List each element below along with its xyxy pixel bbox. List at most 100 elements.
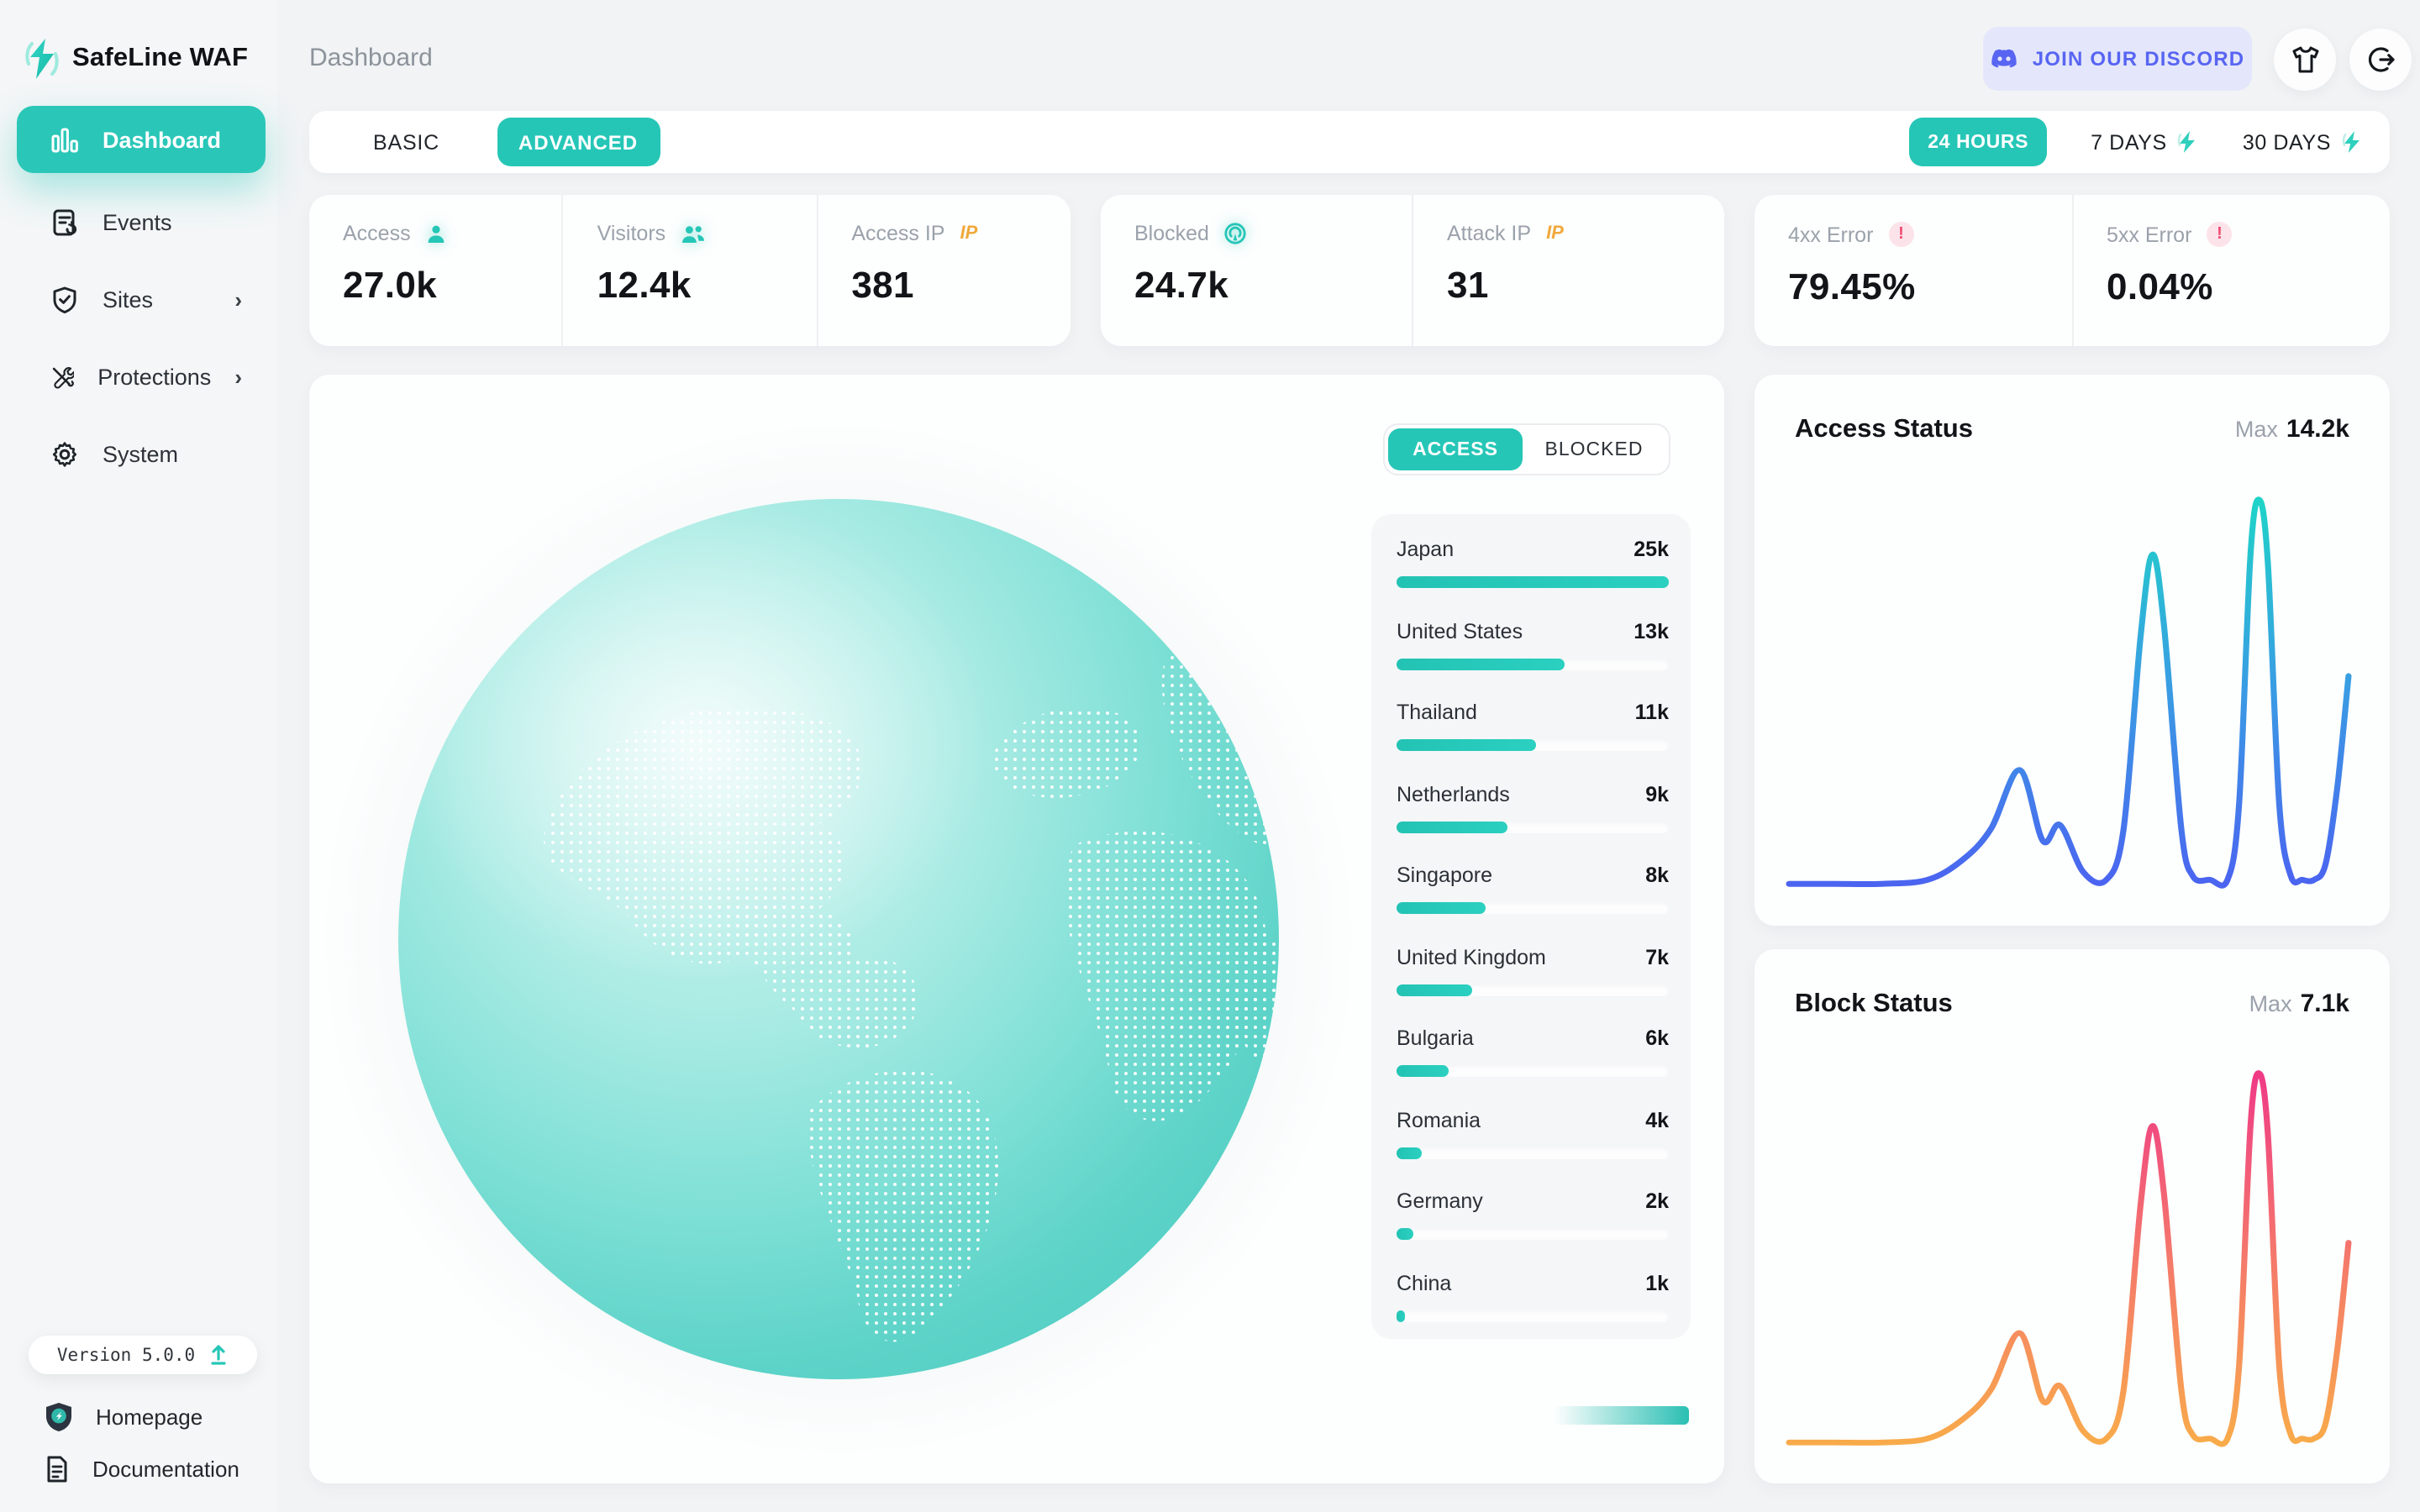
sidebar-link-documentation[interactable]: Documentation <box>44 1446 239 1490</box>
country-bar-track <box>1397 821 1669 832</box>
error-stats-card: 4xx Error ! 79.45% 5xx Error ! 0.04% <box>1754 195 2390 346</box>
country-bar-fill <box>1397 576 1669 588</box>
country-name: Japan <box>1397 538 1455 561</box>
country-bar-track <box>1397 1065 1669 1077</box>
country-bar-track <box>1397 1310 1669 1321</box>
country-name: China <box>1397 1271 1452 1294</box>
country-bar-fill <box>1397 1310 1405 1321</box>
sidebar-item-label: Events <box>103 209 172 234</box>
access-status-card: Access Status Max 14.2k <box>1754 375 2390 926</box>
range-7-days[interactable]: 7 DAYS <box>2091 129 2199 155</box>
block-stats-card: Blocked 24.7k Attack IP IP 31 <box>1101 195 1724 346</box>
globe-view-toggle: ACCESS BLOCKED <box>1383 423 1670 475</box>
country-value: 25k <box>1634 538 1669 561</box>
country-bar-track <box>1397 1228 1669 1240</box>
safeline-bolt-icon <box>25 39 59 79</box>
country-name: United States <box>1397 619 1523 643</box>
stat-attack-ip-value: 31 <box>1447 264 1489 306</box>
stat-access-label: Access <box>343 222 411 245</box>
traffic-stats-card: Access 27.0k Visitors 12.4k Access IP IP… <box>309 195 1071 346</box>
logout-icon <box>2368 47 2395 72</box>
stat-visitors-label: Visitors <box>597 222 666 245</box>
sidebar-item-label: System <box>103 441 179 466</box>
world-traffic-panel: ACCESS BLOCKED Japan 25k United States 13k T… <box>309 375 1724 1483</box>
country-row-bulgaria[interactable]: Bulgaria 6k <box>1397 1026 1669 1077</box>
stat-access-ip: Access IP IP 381 <box>816 195 1071 346</box>
events-log-icon <box>53 208 77 235</box>
toggle-blocked[interactable]: BLOCKED <box>1544 439 1644 459</box>
country-row-germany[interactable]: Germany 2k <box>1397 1189 1669 1240</box>
country-ranking-list: Japan 25k United States 13k Thailand 11k Nethe… <box>1371 514 1691 1339</box>
country-name: Romania <box>1397 1108 1481 1131</box>
sidebar-item-label: Sites <box>103 286 154 312</box>
tab-basic[interactable]: BASIC <box>373 130 440 154</box>
version-pill[interactable]: Version 5.0.0 <box>29 1336 257 1374</box>
stat-4xx-label: 4xx Error <box>1788 223 1874 246</box>
stat-blocked-label: Blocked <box>1134 222 1209 245</box>
range-group: 24 HOURS 7 DAYS 30 DAYS <box>1909 118 2390 166</box>
stat-blocked-value: 24.7k <box>1134 264 1229 306</box>
ip-badge-icon: IP <box>1546 223 1564 244</box>
country-name: Germany <box>1397 1189 1483 1213</box>
country-row-singapore[interactable]: Singapore 8k <box>1397 864 1669 914</box>
country-name: United Kingdom <box>1397 945 1546 969</box>
country-name: Bulgaria <box>1397 1026 1474 1050</box>
homepage-shield-logo-icon <box>46 1402 71 1431</box>
chevron-right-icon: › <box>234 286 242 312</box>
country-row-romania[interactable]: Romania 4k <box>1397 1108 1669 1158</box>
country-row-china[interactable]: China 1k <box>1397 1271 1669 1321</box>
bar-chart-icon <box>51 127 78 152</box>
join-discord-button[interactable]: JOIN OUR DISCORD <box>1983 27 2252 91</box>
breadcrumb: Dashboard <box>309 44 433 72</box>
access-status-max: Max 14.2k <box>2235 415 2349 444</box>
country-value: 2k <box>1645 1189 1669 1213</box>
gear-icon <box>52 441 77 466</box>
tab-advanced[interactable]: ADVANCED <box>497 118 660 166</box>
stat-visitors: Visitors 12.4k <box>561 195 817 346</box>
block-status-card: Block Status Max 7.1k <box>1754 949 2390 1483</box>
country-bar-fill <box>1397 658 1565 669</box>
country-bar-track <box>1397 576 1669 588</box>
brand-title: SafeLine WAF <box>72 44 249 72</box>
sidebar-item-system[interactable]: System <box>17 420 266 487</box>
sidebar-item-dashboard[interactable]: Dashboard <box>17 106 266 173</box>
country-name: Thailand <box>1397 701 1477 724</box>
toggle-access[interactable]: ACCESS <box>1388 428 1523 470</box>
country-row-thailand[interactable]: Thailand 11k <box>1397 701 1669 751</box>
alert-icon: ! <box>2207 222 2233 247</box>
sidebar-item-protections[interactable]: Protections › <box>17 343 266 410</box>
country-row-netherlands[interactable]: Netherlands 9k <box>1397 782 1669 832</box>
country-bar-track <box>1397 984 1669 995</box>
document-icon <box>47 1455 67 1482</box>
stat-visitors-value: 12.4k <box>597 264 692 306</box>
country-bar-track <box>1397 739 1669 751</box>
country-row-japan[interactable]: Japan 25k <box>1397 538 1669 588</box>
sidebar-link-homepage[interactable]: Homepage <box>44 1394 203 1438</box>
ip-badge-icon: IP <box>960 223 978 244</box>
country-value: 8k <box>1645 864 1669 887</box>
max-value: 14.2k <box>2286 415 2349 444</box>
tshirt-icon <box>2291 46 2318 73</box>
range-30-days[interactable]: 30 DAYS <box>2243 129 2363 155</box>
sidebar-item-sites[interactable]: Sites › <box>17 265 266 333</box>
range-24-hours[interactable]: 24 HOURS <box>1909 118 2048 166</box>
country-bar-fill <box>1397 1228 1413 1240</box>
sidebar-item-events[interactable]: Events <box>17 188 266 255</box>
country-row-united-kingdom[interactable]: United Kingdom 7k <box>1397 945 1669 995</box>
bolt-icon <box>2342 131 2360 153</box>
stat-4xx-value: 79.45% <box>1788 265 1916 307</box>
shield-check-icon <box>53 286 76 313</box>
stat-attack-ip-label: Attack IP <box>1447 222 1532 245</box>
country-row-united-states[interactable]: United States 13k <box>1397 619 1669 669</box>
stat-5xx-error: 5xx Error ! 0.04% <box>2071 195 2390 346</box>
country-bar-fill <box>1397 821 1508 832</box>
version-label: Version 5.0.0 <box>56 1345 196 1365</box>
bolt-icon <box>2178 131 2196 153</box>
swag-store-button[interactable] <box>2274 29 2336 91</box>
max-label: Max <box>2249 991 2292 1016</box>
range-30-days-label: 30 DAYS <box>2242 130 2331 154</box>
stat-access-ip-value: 381 <box>851 264 914 306</box>
stat-access-value: 27.0k <box>343 264 438 306</box>
logout-button[interactable] <box>2349 29 2412 91</box>
